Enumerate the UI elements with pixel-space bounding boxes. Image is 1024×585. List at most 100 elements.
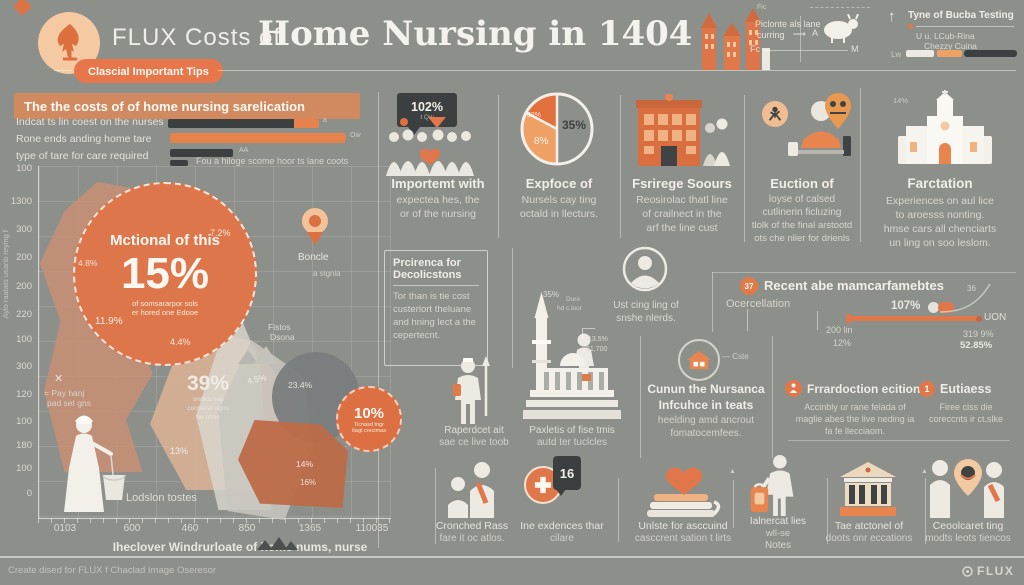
col-a-line-2: expectea hes, the <box>396 194 480 206</box>
frrar-title: Frrardoction ecitions <box>807 382 928 396</box>
footer-rule <box>0 556 1024 558</box>
pref-title-1: Prcirenca for <box>393 257 461 269</box>
col-e-pct: 14% <box>893 96 909 105</box>
separator-arrow-icon: ▲ <box>921 468 928 475</box>
highlight-circle-10: 10% Ticnasd tngr tiagt crecimas <box>336 386 402 452</box>
trend-curve <box>939 283 991 313</box>
brand-text: FLUX Costs of <box>112 24 282 51</box>
diagram-haxis <box>764 50 848 51</box>
legend-underline <box>916 26 1014 27</box>
fistos-line-2: Dsona <box>270 332 295 342</box>
y-label: 100 <box>16 416 32 427</box>
left-banner: The the costs of of home nursing sarelic… <box>14 93 360 119</box>
frrar-badge-icon <box>785 380 802 397</box>
pct-label: 11.9% <box>95 316 123 327</box>
left-banner-label: The the costs of of home nursing sarelic… <box>24 98 305 114</box>
footer-credit: Create dised for FLUX f Chaclad Image Os… <box>8 565 217 576</box>
guard-label-1: Raperdcet ait <box>444 425 504 436</box>
highlight-circle-15: Mctional of this 15% of somsararpor sols… <box>73 182 257 366</box>
bar-row-3-suffix: AA <box>239 147 249 154</box>
map-area-label: Lodslon tostes <box>126 492 197 504</box>
leaf-icon <box>57 24 79 61</box>
bottom-item-label-5a: Tae atctonel of <box>834 520 904 532</box>
house-circle-icon <box>678 339 720 381</box>
bar-row-label-3: type of tare for care required <box>16 150 149 162</box>
pie-chart <box>520 92 594 166</box>
bottom-item-label-3a: Unlste for asccuind <box>638 520 728 532</box>
cunun-line-1: Cunun the Nursanca <box>647 382 765 396</box>
bottom-item-label-1b: fare it oc atlos. <box>439 533 505 544</box>
circle-title: Mctional of this <box>110 231 220 249</box>
diagram-arrow-glyph: ⟶ <box>793 29 806 39</box>
recent-uon: UON <box>984 312 1007 323</box>
y-label: 180 <box>16 440 32 451</box>
page-title: Home Nursing in 1404 <box>258 14 693 54</box>
diagram-right-label: M <box>851 44 859 54</box>
tower-pct-2: 13.5% <box>588 336 608 343</box>
frrar-text: Accinbly ur rane felada of maglie abes t… <box>779 402 931 436</box>
circle-sub-1: of somsararpor sols <box>132 298 198 308</box>
legend-line-1: U u. LCub-Rina <box>916 31 975 41</box>
panel-divider <box>378 92 379 548</box>
bottom-item-label-6b: modts leots tiencos <box>925 533 1011 544</box>
circle10-line-2: tiagt crecimas <box>352 427 386 434</box>
recent-start-bottom: 12% <box>833 338 852 348</box>
x-label: 850 <box>238 523 256 534</box>
frrar-line-1: Accinbly ur rane felada of <box>804 402 906 412</box>
circle-sub-2: er hored one Edooe <box>131 307 199 317</box>
guard-label-2: sae ce live toob <box>439 437 509 448</box>
nurse-woman-illustration <box>64 415 126 512</box>
col-divider <box>620 95 621 238</box>
y-label: 200 <box>16 281 32 292</box>
timeline-end-dot <box>976 316 982 322</box>
people-group-icon <box>386 129 474 176</box>
pct-39-line-2: conslese ogns <box>187 405 229 412</box>
x-axis-title: Iheclover Windrurloate of home nums, nur… <box>112 540 368 554</box>
pct-label: 4.8% <box>78 258 98 268</box>
bottom-item-label-2b: cilare <box>550 533 574 544</box>
pref-title-2: Decolicstons <box>393 269 462 281</box>
flux-logo-icon <box>962 566 973 577</box>
heart-books-icon <box>647 467 721 517</box>
diagram-arrow-label: A <box>812 28 819 38</box>
toggle-icon <box>928 302 954 313</box>
y-label: 1300 <box>10 196 32 207</box>
dancer-badge-icon <box>762 101 788 127</box>
y-label: 0 <box>26 488 32 499</box>
col-b-line-2: Nursels cay ting <box>521 194 597 206</box>
col-d-title: Euction of <box>770 176 834 191</box>
bottom-separator <box>618 478 619 542</box>
recent-badge-num: 37 <box>744 281 754 291</box>
pct-label: 14% <box>296 459 314 469</box>
cunun-border-left <box>640 336 641 458</box>
col-c-line-4: arf the line cust <box>646 222 718 234</box>
bottom-item-label-4a: Ialnercat lies <box>749 516 807 527</box>
col-e-line-4: hmse cars all chenciarts <box>883 223 997 235</box>
tower-amount: $1,700 <box>586 346 608 353</box>
circle10-value: 10% <box>353 404 385 422</box>
legend-lw-label: Lw <box>891 50 902 59</box>
timeline-bar <box>849 316 979 321</box>
recent-tick-1 <box>747 309 748 331</box>
pref-line-2: custerlort theluane <box>393 304 472 315</box>
recent-left-label: Ocercellation <box>726 298 791 310</box>
cunun-border-right <box>772 336 773 458</box>
cunun-text: Cunun the Nursanca Infcuhce in teats hee… <box>642 382 770 439</box>
pref-line-4: cepertecnt. <box>393 330 440 341</box>
bar-row-2-suffix: Ow <box>350 132 361 139</box>
orange-dot <box>400 118 408 126</box>
bar-row-1-suffix: a <box>323 117 327 124</box>
mountain-icon <box>254 346 278 364</box>
diagram-vaxis <box>800 16 801 62</box>
col-a-text: Importemt with expectea hes, the or of t… <box>381 176 495 220</box>
col-c-text: Fsrirege Soours Reosirolac thatl line of… <box>623 176 741 234</box>
pct-label: 23.4% <box>288 380 313 390</box>
tips-badge-label: Clascial Important Tips <box>88 66 209 78</box>
bottom-item-label-4c: Notes <box>764 540 792 551</box>
circle10-line-1: Ticnasd tngr <box>353 421 385 428</box>
fistos-line-1: Fistos <box>268 322 291 332</box>
tips-badge: Clascial Important Tips <box>74 59 223 83</box>
col-divider <box>498 95 499 238</box>
diagram-dotted-line <box>810 7 870 9</box>
